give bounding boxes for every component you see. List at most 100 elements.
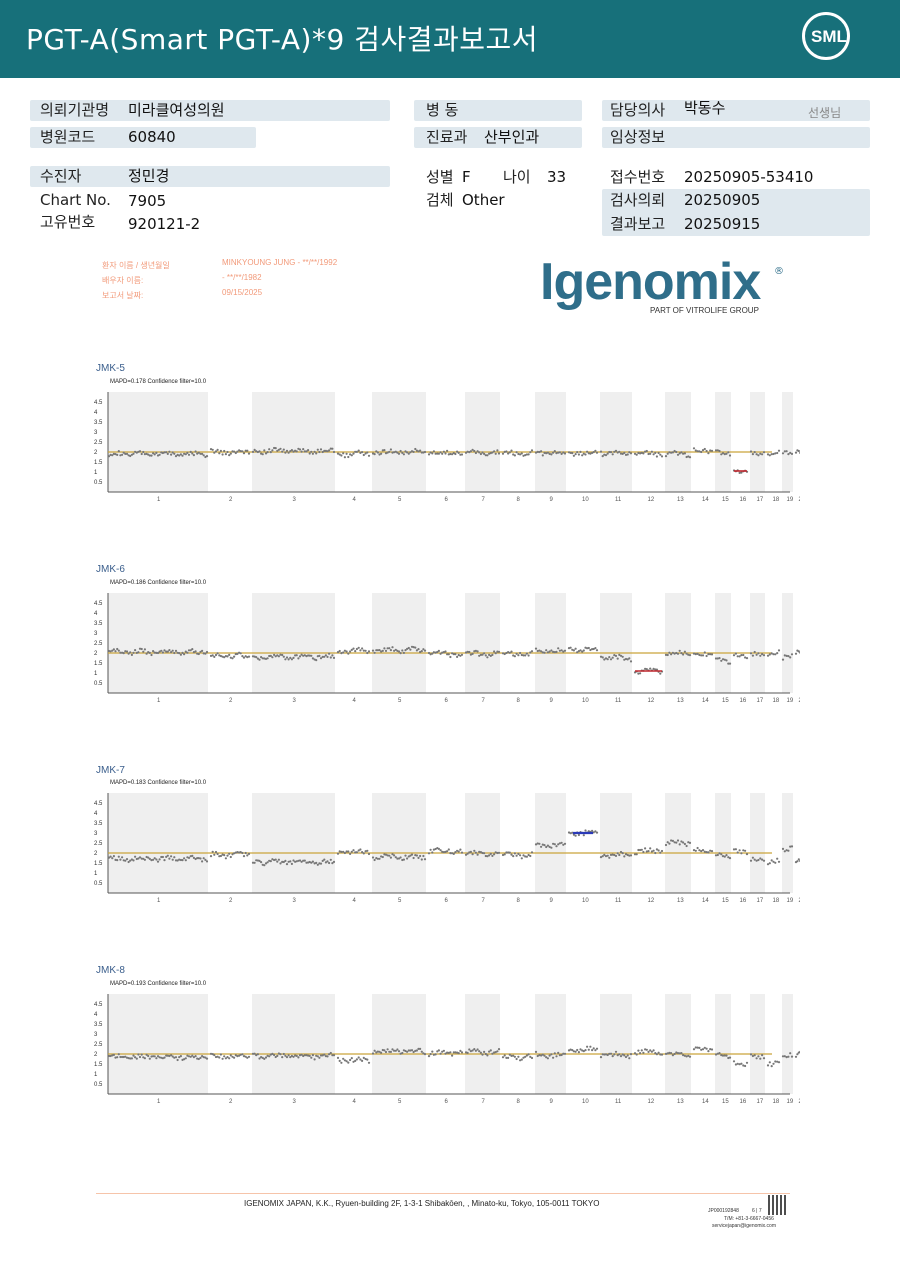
data-point — [381, 649, 384, 652]
y-tick-label: 0.5 — [94, 480, 103, 486]
data-point — [652, 453, 655, 456]
data-point — [491, 1052, 494, 1055]
data-point — [364, 850, 367, 853]
chromosome-band — [108, 994, 208, 1094]
data-point — [517, 852, 520, 855]
data-point — [505, 651, 508, 655]
data-point — [439, 1052, 442, 1055]
data-point — [503, 853, 506, 856]
data-point — [242, 855, 246, 858]
x-tick-label: 12 — [648, 1099, 655, 1105]
department-row — [414, 127, 582, 148]
data-point — [347, 1061, 350, 1064]
data-point — [266, 451, 269, 454]
data-point — [116, 453, 119, 456]
y-tick-label: 4 — [94, 410, 98, 416]
y-tick-label: 4.5 — [94, 1002, 103, 1008]
data-point — [357, 1056, 360, 1059]
data-point — [281, 1056, 284, 1059]
data-point — [422, 648, 425, 651]
footer-doc-id: JP000192848 — [708, 1208, 739, 1214]
data-point — [332, 1054, 336, 1057]
data-point — [515, 1057, 518, 1061]
data-point — [214, 450, 218, 453]
footer-address: IGENOMIX JAPAN, K.K., Ryuen-building 2F,… — [244, 1199, 600, 1208]
data-point — [517, 654, 520, 657]
data-point — [664, 455, 668, 458]
data-point — [608, 1052, 611, 1055]
chart-subtitle-4: MAPD=0.193 Confidence filter=10.0 — [110, 981, 207, 987]
data-point — [543, 844, 546, 847]
data-point — [552, 451, 555, 454]
data-point — [616, 852, 619, 855]
data-point — [274, 447, 277, 450]
data-point — [723, 658, 726, 661]
data-point — [481, 451, 484, 454]
data-point — [404, 450, 407, 453]
x-tick-label: 14 — [702, 497, 709, 503]
data-point — [534, 451, 538, 454]
data-point — [285, 1056, 289, 1059]
data-point — [264, 452, 268, 455]
chromosome-band — [535, 392, 566, 492]
data-point — [345, 452, 348, 455]
data-point — [255, 859, 258, 862]
data-point — [466, 450, 469, 453]
data-point — [671, 651, 675, 654]
data-point — [581, 454, 584, 457]
data-point — [178, 454, 181, 457]
data-point — [675, 651, 678, 655]
data-point — [246, 854, 249, 857]
data-point — [496, 449, 499, 452]
data-point — [242, 656, 246, 659]
data-point — [214, 850, 218, 854]
data-point — [466, 1051, 469, 1054]
data-point — [787, 1055, 790, 1058]
data-point — [606, 854, 609, 857]
data-point — [276, 449, 279, 452]
data-point — [287, 658, 290, 661]
data-point — [734, 848, 738, 851]
data-point — [476, 650, 479, 653]
data-point — [138, 450, 142, 453]
data-point — [375, 450, 378, 453]
data-point — [384, 649, 388, 652]
data-point — [345, 650, 348, 653]
data-point — [376, 451, 379, 454]
data-point — [736, 655, 739, 658]
data-point — [507, 851, 510, 854]
data-point — [581, 650, 584, 653]
data-point — [211, 654, 214, 657]
data-point — [282, 1052, 285, 1056]
data-point — [389, 448, 392, 451]
data-point — [357, 646, 360, 649]
data-point — [725, 452, 728, 455]
data-point — [673, 652, 676, 655]
data-point — [582, 452, 585, 455]
data-point — [273, 653, 276, 656]
data-point — [710, 1048, 714, 1051]
data-point — [628, 1057, 631, 1060]
data-point — [349, 453, 352, 456]
data-point — [241, 450, 244, 453]
data-point — [738, 655, 741, 658]
data-point — [678, 1052, 681, 1055]
x-tick-label: 8 — [517, 497, 521, 503]
data-point — [508, 851, 511, 854]
data-point — [659, 672, 662, 675]
data-point — [319, 862, 323, 865]
data-point — [412, 450, 415, 453]
data-point — [336, 1056, 340, 1059]
data-point — [520, 857, 523, 860]
data-point — [483, 452, 486, 455]
data-point — [654, 668, 657, 671]
data-point — [471, 853, 474, 856]
y-tick-label: 4 — [94, 811, 98, 817]
x-tick-label: 12 — [648, 497, 655, 503]
data-point — [785, 450, 788, 453]
data-point — [452, 653, 455, 656]
data-point — [700, 450, 703, 454]
data-point — [109, 650, 112, 653]
chromosome-band — [372, 392, 426, 492]
data-point — [720, 453, 723, 456]
